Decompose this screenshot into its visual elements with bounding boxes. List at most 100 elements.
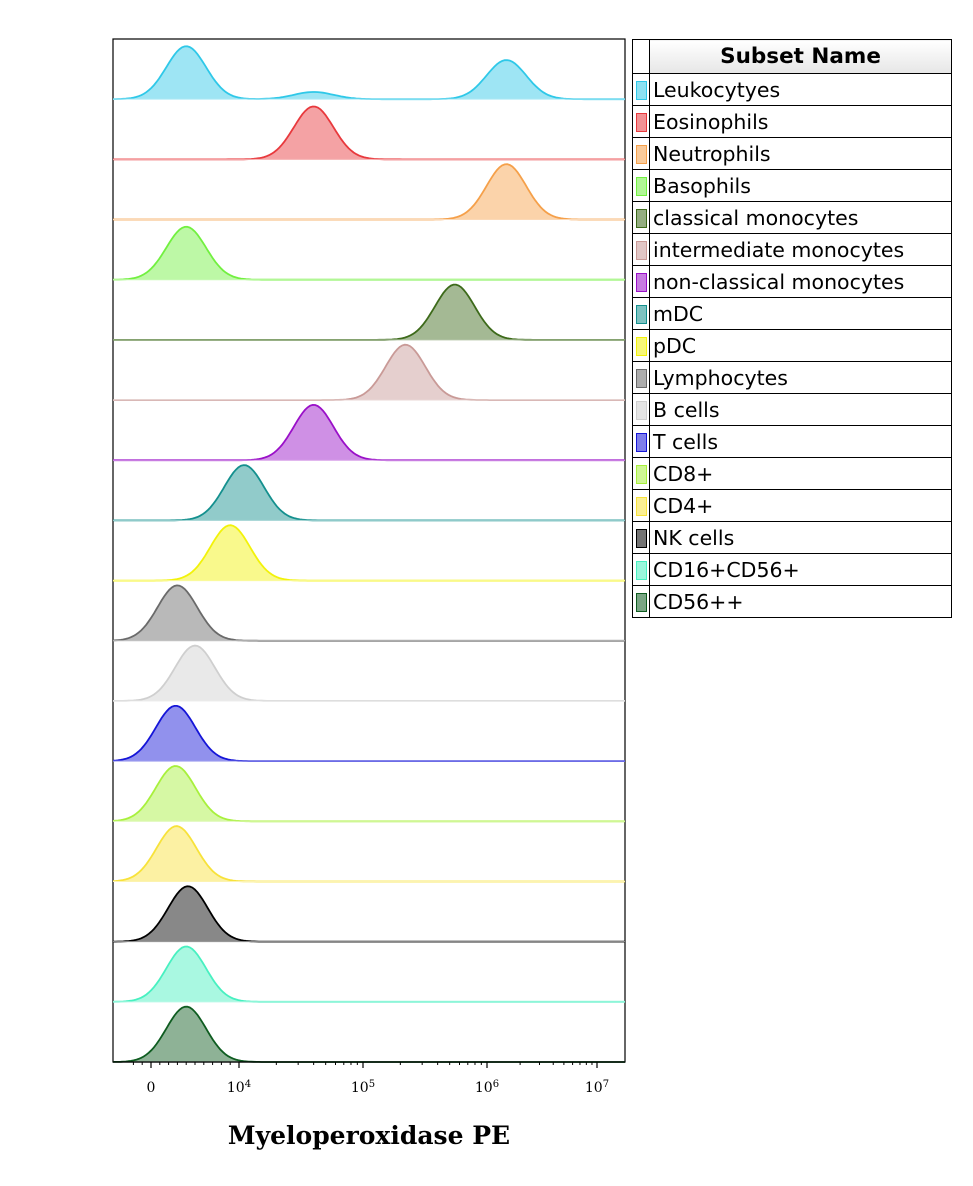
legend-row: CD8+: [632, 457, 952, 490]
legend-swatch-cell: [632, 265, 650, 298]
legend-label: CD4+: [649, 489, 952, 522]
x-axis-title: Myeloperoxidase PE: [227, 1121, 511, 1150]
histogram-cd8-: [112, 765, 625, 823]
legend-swatch: [635, 241, 647, 260]
histogram-neutrophils: [113, 163, 625, 221]
legend-header-row: Subset Name: [632, 39, 952, 74]
histogram-fill: [113, 1006, 625, 1062]
legend-body: Leukocytyes Eosinophils Neutrophils Basophi…: [632, 73, 952, 618]
histogram-basophils: [113, 225, 625, 281]
histogram-lymphocytes: [112, 584, 625, 642]
histogram-fill: [113, 946, 625, 1002]
legend-swatch: [635, 337, 647, 356]
histogram-eosinophils: [113, 105, 625, 161]
histogram-b-cells: [113, 644, 625, 702]
legend-row: classical monocytes: [632, 201, 952, 234]
legend-label: classical monocytes: [649, 201, 952, 234]
legend-table: Subset Name Leukocytyes Eosinophils Neutro…: [632, 39, 952, 618]
x-tick-label: 0: [147, 1080, 156, 1096]
legend-swatch-cell: [632, 457, 650, 490]
legend-swatch-cell: [632, 393, 650, 426]
legend-row: NK cells: [632, 521, 952, 554]
histogram-outline: [113, 105, 625, 161]
histogram-cd16-cd56-: [112, 945, 625, 1003]
histogram-outline: [113, 283, 625, 341]
legend-row: intermediate monocytes: [632, 233, 952, 266]
legend-label: non-classical monocytes: [649, 265, 952, 298]
legend-swatch-cell: [632, 425, 650, 458]
legend-swatch: [635, 177, 647, 196]
histogram-fill: [113, 164, 625, 220]
legend-swatch-cell: [632, 105, 650, 138]
legend-label: CD56++: [649, 585, 952, 618]
legend-swatch-cell: [632, 169, 650, 202]
histogram-fill: [113, 766, 625, 822]
legend-row: non-classical monocytes: [632, 265, 952, 298]
x-tick-label: 104: [227, 1079, 251, 1097]
legend-swatch-cell: [632, 585, 650, 618]
legend-label: NK cells: [649, 521, 952, 554]
legend-row: Neutrophils: [632, 137, 952, 170]
legend-swatch: [635, 145, 647, 164]
legend-swatch: [635, 209, 647, 228]
histogram-outline: [113, 524, 625, 582]
histogram-fill: [113, 705, 625, 762]
histogram-nk-cells: [113, 885, 625, 943]
legend-label: CD8+: [649, 457, 952, 490]
histogram-tracks: [112, 45, 625, 1063]
legend-label: intermediate monocytes: [649, 233, 952, 266]
legend-label: Basophils: [649, 169, 952, 202]
histogram-non-classical-monocytes: [113, 403, 625, 462]
legend-label: Eosinophils: [649, 105, 952, 138]
legend-swatch: [635, 305, 647, 324]
legend-header-swatch-cell: [632, 39, 650, 74]
legend-label: Leukocytyes: [649, 73, 952, 106]
histogram-fill: [113, 284, 625, 340]
x-tick-label: 106: [475, 1079, 499, 1097]
histogram-fill: [113, 46, 625, 100]
legend-swatch-cell: [632, 297, 650, 330]
legend-swatch: [635, 369, 647, 388]
legend-label: Neutrophils: [649, 137, 952, 170]
legend-label: pDC: [649, 329, 952, 362]
histogram-fill: [113, 585, 625, 641]
legend-swatch-cell: [632, 137, 650, 170]
histogram-fill: [113, 226, 625, 280]
legend-swatch-cell: [632, 73, 650, 106]
legend-row: Basophils: [632, 169, 952, 202]
legend-swatch: [635, 497, 647, 516]
legend-swatch: [635, 433, 647, 452]
legend-row: mDC: [632, 297, 952, 330]
histogram-outline: [113, 464, 625, 522]
x-tick-label: 107: [585, 1079, 609, 1097]
legend-swatch-cell: [632, 329, 650, 362]
legend-swatch: [635, 593, 647, 612]
histogram-outline: [113, 403, 625, 462]
legend-row: Eosinophils: [632, 105, 952, 138]
legend-label: Lymphocytes: [649, 361, 952, 394]
legend-row: CD56++: [632, 585, 952, 618]
histogram-t-cells: [112, 705, 625, 762]
x-axis: 0 104 105 106 107: [113, 1061, 625, 1097]
histogram-fill: [113, 886, 625, 942]
legend-swatch-cell: [632, 201, 650, 234]
legend-swatch: [635, 529, 647, 548]
histogram-outline: [113, 163, 625, 221]
histogram-fill: [113, 106, 625, 160]
histogram-cd4-: [112, 825, 625, 883]
legend-swatch: [635, 465, 647, 484]
histogram-classical-monocytes: [113, 283, 625, 341]
legend-row: CD16+CD56+: [632, 553, 952, 586]
histogram-fill: [113, 645, 625, 701]
x-tick-label: 105: [351, 1079, 375, 1097]
histogram-fill: [113, 826, 625, 882]
histogram-fill: [113, 525, 625, 581]
legend-swatch-cell: [632, 489, 650, 522]
legend-row: CD4+: [632, 489, 952, 522]
legend-row: B cells: [632, 393, 952, 426]
legend-row: pDC: [632, 329, 952, 362]
histogram-fill: [113, 404, 625, 461]
legend-label: B cells: [649, 393, 952, 426]
legend-swatch: [635, 113, 647, 132]
